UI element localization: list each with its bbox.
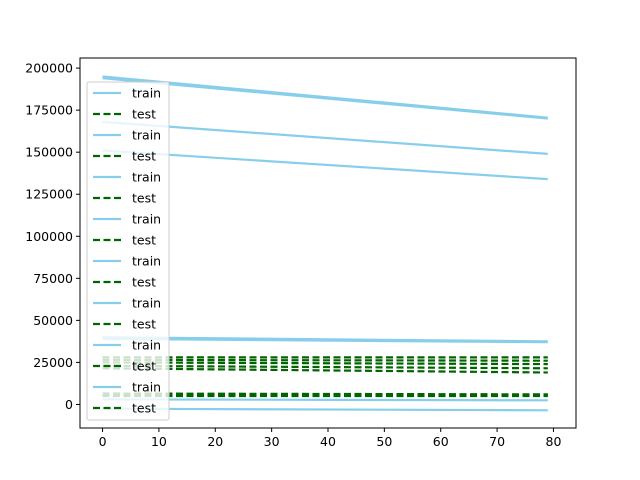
legend-label-test: test [132, 149, 156, 164]
series-test-line-4 [102, 358, 548, 362]
series-train-line-11 [102, 337, 548, 344]
x-axis: 0 10 20 30 40 50 60 70 80 [99, 428, 562, 449]
legend-label-train: train [132, 86, 161, 101]
series-test-line-8 [102, 364, 548, 370]
y-tick-label: 50000 [33, 313, 73, 328]
y-tick-label: 200000 [25, 61, 73, 76]
legend-box [86, 81, 170, 421]
legend: train test train test train test train test trai… [86, 81, 170, 421]
legend-label-test: test [132, 233, 156, 248]
series-layer [102, 75, 548, 412]
legend-label-test: test [132, 317, 156, 332]
x-tick-label: 20 [207, 434, 223, 449]
y-tick-label: 150000 [25, 145, 73, 160]
x-tick-label: 40 [320, 434, 336, 449]
y-tick-label: 125000 [25, 187, 73, 202]
y-tick-label: 0 [65, 397, 73, 412]
legend-label-test: test [132, 401, 156, 416]
series-train-line-15 [102, 407, 548, 412]
y-tick-label: 75000 [33, 271, 73, 286]
series-test-line-10 [102, 367, 548, 374]
legend-label-train: train [132, 254, 161, 269]
legend-label-train: train [132, 128, 161, 143]
legend-label-test: test [132, 191, 156, 206]
x-tick-label: 0 [99, 434, 107, 449]
series-train-line-5 [102, 149, 548, 181]
x-tick-label: 80 [546, 434, 562, 449]
legend-label-train: train [132, 212, 161, 227]
y-tick-label: 175000 [25, 103, 73, 118]
series-train-line-13 [102, 398, 548, 402]
x-tick-label: 50 [376, 434, 392, 449]
y-axis: 0 25000 50000 75000 100000 125000 150000 175000… [25, 61, 80, 412]
series-train-line-3 [102, 120, 548, 155]
x-tick-label: 10 [151, 434, 167, 449]
legend-label-test: test [132, 107, 156, 122]
y-tick-label: 100000 [25, 229, 73, 244]
y-tick-label: 25000 [33, 355, 73, 370]
legend-label-train: train [132, 170, 161, 185]
x-tick-label: 70 [489, 434, 505, 449]
x-tick-label: 60 [433, 434, 449, 449]
legend-label-test: test [132, 275, 156, 290]
series-train-line-7 [102, 77, 548, 120]
legend-label-train: train [132, 338, 161, 353]
legend-label-train: train [132, 296, 161, 311]
legend-label-test: test [132, 359, 156, 374]
legend-label-train: train [132, 380, 161, 395]
series-test-line-6 [102, 361, 548, 366]
x-tick-label: 30 [264, 434, 280, 449]
